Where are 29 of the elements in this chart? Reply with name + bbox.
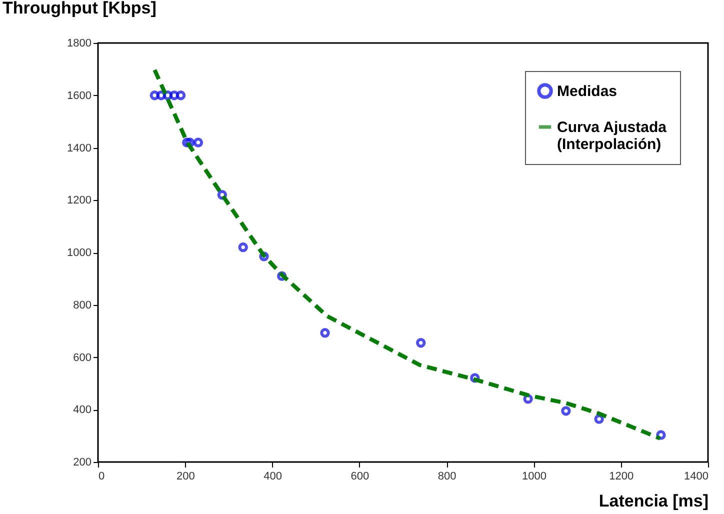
x-tick-label: 200 xyxy=(176,470,195,482)
y-tick-label: 200 xyxy=(73,456,92,468)
x-tick-label: 600 xyxy=(350,470,370,482)
x-tick-label: 0 xyxy=(98,470,105,482)
point xyxy=(169,90,180,100)
x-axis-title: Latencia [ms] xyxy=(598,492,708,510)
x-tick-label: 1000 xyxy=(522,470,546,482)
y-tick-label: 1600 xyxy=(67,90,92,102)
y-tick-label: 1200 xyxy=(67,194,92,207)
y-tick-label: 400 xyxy=(73,404,92,416)
point xyxy=(176,90,186,100)
y-tick-label: 600 xyxy=(73,352,92,364)
point xyxy=(193,138,204,148)
point xyxy=(416,338,426,348)
x-tick-label: 400 xyxy=(264,470,282,482)
y-tick-label: 800 xyxy=(73,299,92,312)
y-tick-label: 1000 xyxy=(67,247,92,259)
point xyxy=(561,406,571,416)
point xyxy=(238,242,248,252)
legend-label: Curva Ajustada (Interpolación) xyxy=(557,119,668,153)
x-tick-label: 1400 xyxy=(684,470,708,482)
x-tick-label: 1200 xyxy=(609,470,634,482)
legend-label: Medidas xyxy=(557,83,618,100)
y-tick-label: 1800 xyxy=(67,38,92,50)
y-tick-label: 1400 xyxy=(67,142,92,154)
x-tick-label: 800 xyxy=(438,470,456,482)
y-axis-title: Throughput [Kbps] xyxy=(2,0,156,18)
point xyxy=(150,90,160,100)
point xyxy=(320,328,330,338)
